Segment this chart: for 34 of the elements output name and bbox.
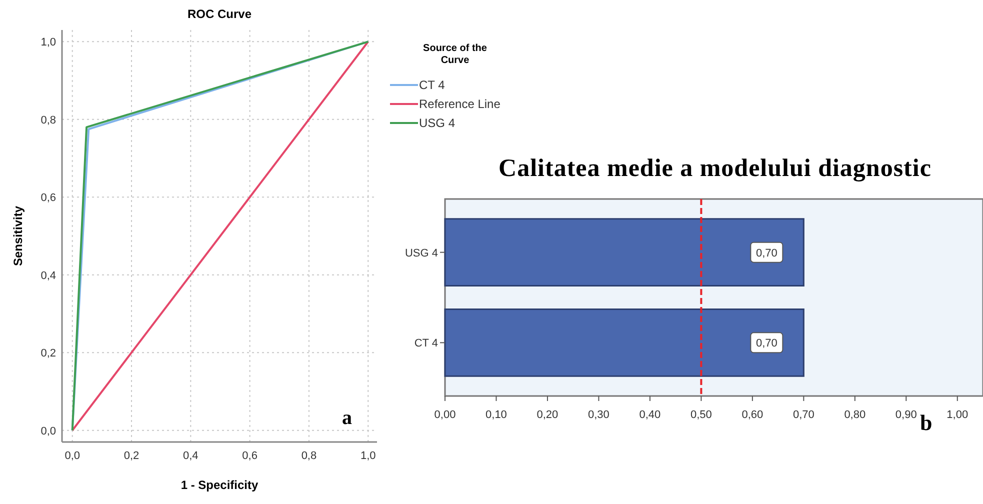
x-tick-label: 0,6: [242, 450, 258, 462]
x-tick-label: 0,60: [742, 409, 764, 421]
x-tick-label: 0,30: [588, 409, 610, 421]
x-tick-label: 0,50: [690, 409, 712, 421]
legend-title: Source of the Curve: [423, 43, 488, 66]
x-tick-label: 0,20: [536, 409, 558, 421]
x-tick-label: 0,4: [183, 450, 198, 462]
chart-title: Calitatea medie a modelului diagnostic: [498, 155, 932, 182]
data-label: 0,70: [756, 338, 778, 350]
x-axis-title: 1 - Specificity: [180, 478, 258, 492]
x-tick-label: 0,40: [639, 409, 661, 421]
x-tick-label: 0,2: [124, 450, 140, 462]
y-tick-label: 0,4: [40, 270, 56, 282]
y-tick-label: 0,8: [40, 114, 56, 126]
x-tick-label: 0,80: [844, 409, 866, 421]
y-tick-label: 0,6: [40, 192, 56, 204]
y-axis-title: Sensitivity: [11, 206, 25, 266]
x-tick-label: 0,8: [301, 450, 317, 462]
legend-label: Reference Line: [419, 97, 501, 111]
x-tick-label: 0,90: [895, 409, 917, 421]
data-label: 0,70: [756, 247, 778, 260]
x-tick-label: 0,00: [434, 409, 456, 421]
x-tick-label: 0,10: [486, 409, 507, 421]
legend-label: USG 4: [419, 116, 456, 130]
x-tick-label: 1,00: [946, 409, 968, 421]
y-tick-label: 0,2: [40, 348, 56, 360]
x-tick-label: 0,0: [64, 450, 80, 462]
x-tick-label: 0,70: [792, 409, 814, 421]
text: b: [920, 410, 932, 435]
x-tick-label: 1,0: [360, 450, 376, 462]
y-tick-label: 1,0: [40, 36, 56, 49]
annotation: a: [342, 407, 352, 429]
chart-title: ROC Curve: [187, 7, 252, 21]
y-tick-label: 0,0: [40, 425, 56, 438]
